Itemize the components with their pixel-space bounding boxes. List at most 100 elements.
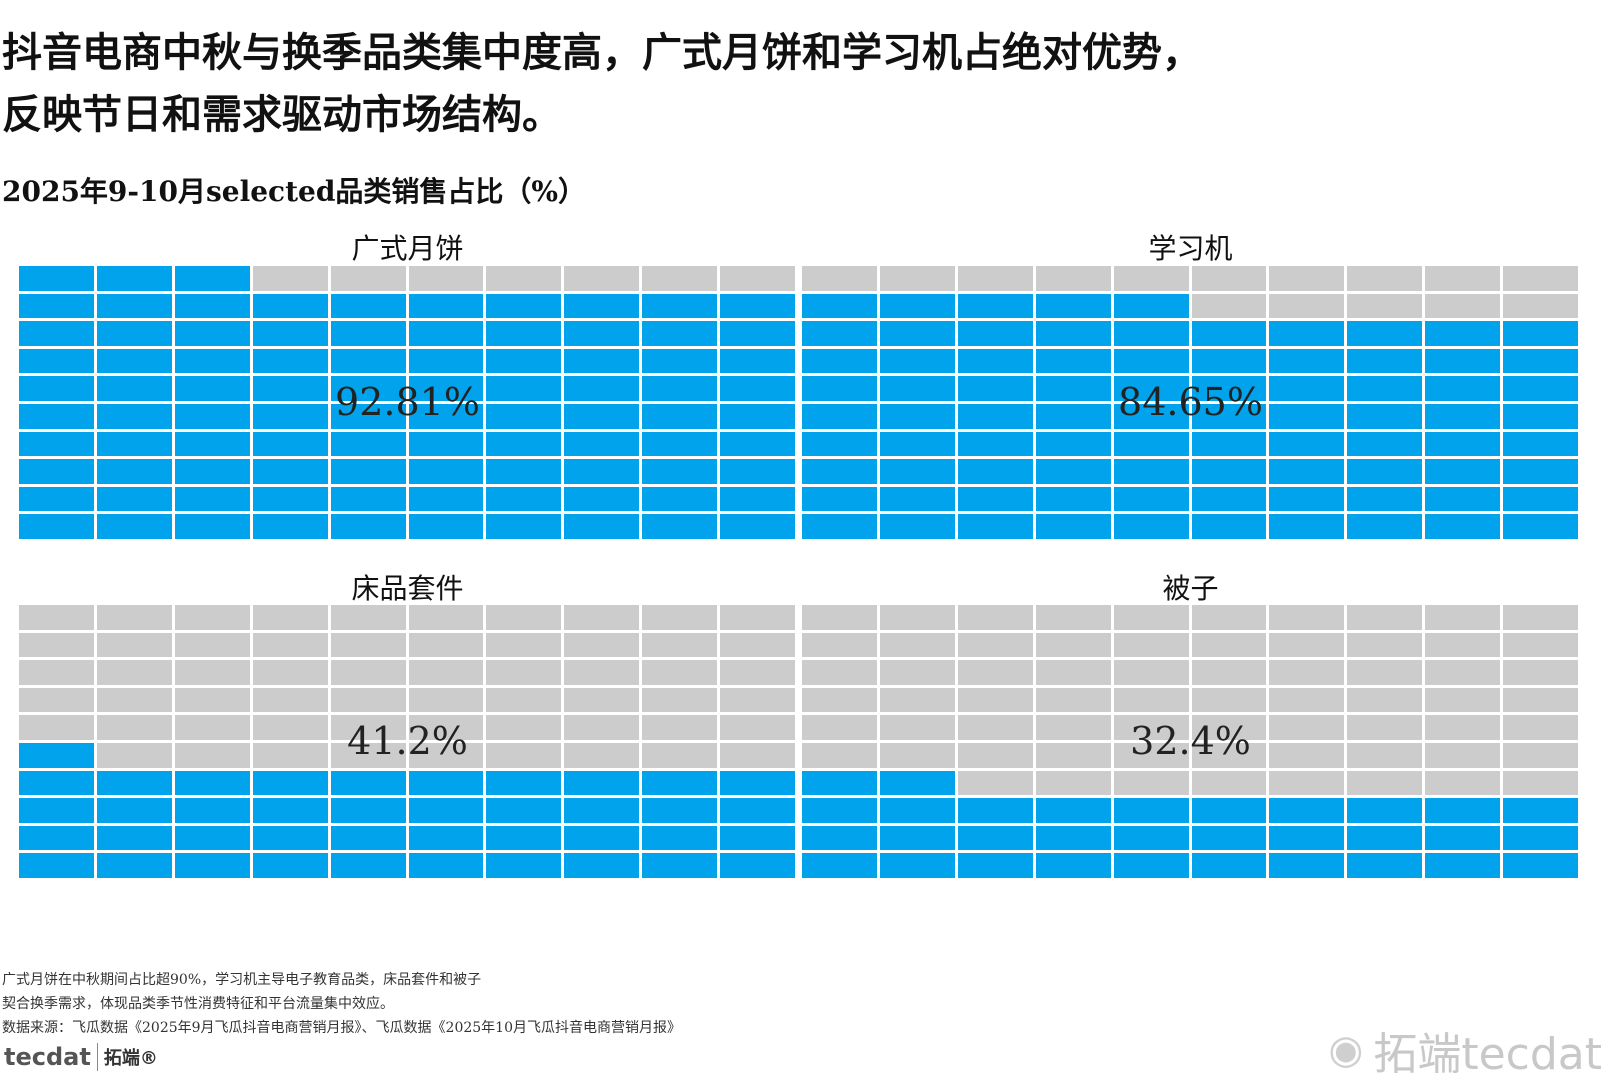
- waffle-cell-empty: [1113, 687, 1189, 713]
- waffle-cell-empty: [564, 632, 640, 658]
- waffle-cell-empty: [1269, 266, 1345, 291]
- waffle-cell-empty: [1113, 632, 1189, 658]
- waffle-cell-empty: [486, 687, 562, 713]
- waffle-cell-empty: [1113, 770, 1189, 796]
- waffle-cell-empty: [174, 687, 250, 713]
- waffle-cell-filled: [642, 853, 718, 878]
- waffle-cell-filled: [1269, 853, 1345, 878]
- waffle-cell-empty: [1035, 715, 1111, 740]
- waffle-cell-filled: [96, 853, 172, 878]
- waffle-cell-empty: [96, 743, 172, 768]
- waffle-cell-empty: [957, 687, 1033, 713]
- waffle-cell-empty: [330, 266, 406, 291]
- waffle-cell-empty: [1113, 266, 1189, 291]
- waffle-cell-filled: [1035, 348, 1111, 374]
- waffle-cell-filled: [1425, 825, 1501, 851]
- waffle-cell-empty: [252, 743, 328, 768]
- waffle-cell-filled: [1113, 431, 1189, 457]
- waffle-cell-empty: [1503, 293, 1578, 319]
- waffle-cell-filled: [330, 459, 406, 484]
- waffle-cell-empty: [1035, 632, 1111, 658]
- panel-title-mooncake: 广式月饼: [351, 232, 464, 265]
- waffle-cell-filled: [19, 321, 94, 346]
- waffle-cell-filled: [802, 321, 877, 346]
- waffle-cell-empty: [19, 632, 94, 658]
- waffle-cell-empty: [1191, 687, 1267, 713]
- waffle-cell-filled: [174, 798, 250, 823]
- waffle-cell-filled: [1347, 321, 1423, 346]
- waffle-cell-filled: [720, 404, 795, 429]
- waffle-cell-filled: [564, 376, 640, 401]
- waffle-cell-empty: [957, 715, 1033, 740]
- waffle-cell-filled: [19, 853, 94, 878]
- waffle-cell-filled: [957, 321, 1033, 346]
- waffle-cell-empty: [1191, 266, 1267, 291]
- waffle-cell-filled: [1503, 431, 1578, 457]
- waffle-cell-empty: [1191, 770, 1267, 796]
- waffle-cell-empty: [802, 605, 877, 630]
- waffle-cell-empty: [330, 743, 406, 768]
- waffle-cell-filled: [486, 798, 562, 823]
- waffle-cell-filled: [330, 293, 406, 319]
- waffle-cell-filled: [330, 770, 406, 796]
- waffle-cell-empty: [642, 266, 718, 291]
- waffle-cell-filled: [1425, 486, 1501, 512]
- waffle-cell-empty: [1191, 605, 1267, 630]
- waffle-cell-filled: [564, 431, 640, 457]
- waffle-cell-empty: [1347, 743, 1423, 768]
- waffle-cell-filled: [486, 376, 562, 401]
- waffle-cell-empty: [802, 687, 877, 713]
- waffle-cell-filled: [174, 431, 250, 457]
- waffle-cell-filled: [1347, 514, 1423, 539]
- waffle-cell-filled: [1191, 348, 1267, 374]
- waffle-cell-empty: [1269, 715, 1345, 740]
- waffle-cell-filled: [1191, 853, 1267, 878]
- waffle-cell-filled: [642, 376, 718, 401]
- waffle-cell-filled: [330, 798, 406, 823]
- waffle-cell-filled: [802, 293, 877, 319]
- waffle-cell-empty: [96, 660, 172, 685]
- waffle-cell-filled: [642, 404, 718, 429]
- waffle-cell-filled: [408, 514, 484, 539]
- waffle-cell-empty: [408, 743, 484, 768]
- waffle-cell-filled: [1269, 798, 1345, 823]
- waffle-cell-filled: [879, 825, 955, 851]
- waffle-cell-filled: [1035, 431, 1111, 457]
- brand-logo: tecdat 拓端®: [4, 1038, 158, 1076]
- waffle-cell-empty: [252, 266, 328, 291]
- waffle-cell-empty: [642, 687, 718, 713]
- waffle-cell-empty: [19, 605, 94, 630]
- waffle-cell-filled: [1035, 853, 1111, 878]
- waffle-cell-filled: [96, 486, 172, 512]
- waffle-cell-filled: [330, 514, 406, 539]
- waffle-cell-filled: [330, 486, 406, 512]
- waffle-cell-empty: [1035, 743, 1111, 768]
- waffle-cell-empty: [174, 660, 250, 685]
- waffle-cell-empty: [330, 687, 406, 713]
- waffle-cell-filled: [1191, 459, 1267, 484]
- waffle-cell-filled: [1347, 376, 1423, 401]
- waffle-cell-filled: [408, 853, 484, 878]
- waffle-grid-learning-device: [802, 266, 1578, 539]
- waffle-cell-filled: [486, 486, 562, 512]
- waffle-cell-empty: [879, 715, 955, 740]
- waffle-cell-filled: [19, 431, 94, 457]
- waffle-cell-filled: [252, 431, 328, 457]
- footnotes: 广式月饼在中秋期间占比超90%，学习机主导电子教育品类，床品套件和被子 契合换季…: [2, 968, 681, 1040]
- waffle-cell-empty: [1113, 605, 1189, 630]
- weibo-icon: ◉: [1328, 1027, 1364, 1073]
- waffle-cell-filled: [957, 798, 1033, 823]
- waffle-cell-filled: [174, 321, 250, 346]
- waffle-cell-filled: [957, 293, 1033, 319]
- waffle-cell-filled: [408, 348, 484, 374]
- waffle-cell-empty: [957, 770, 1033, 796]
- waffle-cell-filled: [96, 348, 172, 374]
- waffle-cell-filled: [1035, 376, 1111, 401]
- waffle-cell-empty: [1035, 687, 1111, 713]
- waffle-cell-empty: [720, 743, 795, 768]
- waffle-cell-filled: [486, 321, 562, 346]
- waffle-cell-filled: [1113, 514, 1189, 539]
- waffle-cell-filled: [252, 825, 328, 851]
- waffle-cell-filled: [1503, 348, 1578, 374]
- waffle-cell-filled: [879, 376, 955, 401]
